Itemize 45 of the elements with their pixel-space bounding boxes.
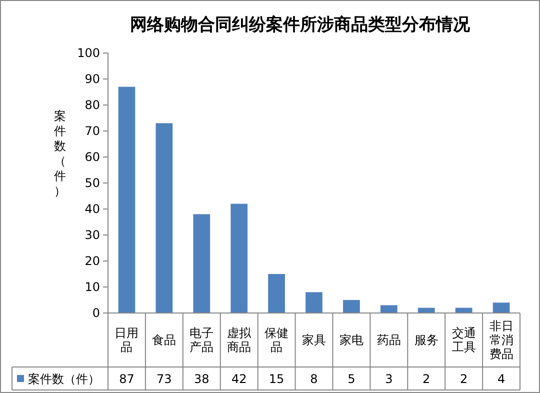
x-tick-label: 虚拟商品 — [227, 326, 252, 354]
x-tick-label: 交通工具 — [452, 326, 476, 354]
y-tick-label: 70 — [84, 124, 100, 138]
legend-label: 案件数（件） — [28, 372, 100, 386]
bar — [268, 274, 285, 313]
data-label: 4 — [497, 372, 506, 386]
y-axis-title: 案件数（件） — [54, 109, 66, 198]
bar — [230, 204, 248, 313]
y-tick-label: 10 — [84, 280, 100, 294]
bar — [156, 123, 173, 313]
x-tick-label: 食品 — [152, 333, 176, 347]
x-tick-label: 保健品 — [264, 326, 289, 354]
y-tick-label: 100 — [77, 46, 100, 60]
y-tick-label: 60 — [84, 150, 100, 164]
x-tick-label: 家电 — [339, 333, 364, 347]
data-label: 5 — [348, 372, 356, 386]
x-tick-label: 电子产品 — [190, 326, 214, 354]
data-label: 2 — [422, 372, 430, 386]
y-tick-label: 90 — [84, 72, 100, 86]
data-label: 42 — [231, 372, 247, 386]
y-tick-label: 20 — [84, 254, 100, 268]
bar — [492, 302, 510, 313]
y-tick-label: 30 — [84, 228, 100, 242]
bar — [118, 86, 136, 313]
data-label: 8 — [310, 372, 318, 386]
y-tick-label: 50 — [84, 176, 100, 190]
data-label: 2 — [460, 372, 468, 386]
y-tick-label: 40 — [84, 202, 100, 216]
bar — [380, 305, 398, 313]
x-tick-label: 日用品 — [114, 326, 139, 354]
data-label: 15 — [268, 372, 284, 386]
x-tick-label: 药品 — [376, 333, 401, 347]
chart-title: 网络购物合同纠纷案件所涉商品类型分布情况 — [130, 14, 471, 35]
x-tick-label: 服务 — [414, 333, 438, 347]
y-tick-label: 80 — [84, 98, 100, 112]
bar — [343, 300, 360, 313]
y-tick-label: 0 — [92, 306, 100, 320]
bar — [193, 214, 210, 313]
data-label: 73 — [156, 372, 172, 386]
x-tick-label: 家具 — [302, 333, 326, 347]
x-tick-label: 非日常消费品 — [489, 319, 514, 361]
data-label: 38 — [194, 372, 210, 386]
data-label: 87 — [119, 372, 134, 386]
bar — [306, 292, 322, 313]
data-label: 3 — [385, 372, 393, 386]
